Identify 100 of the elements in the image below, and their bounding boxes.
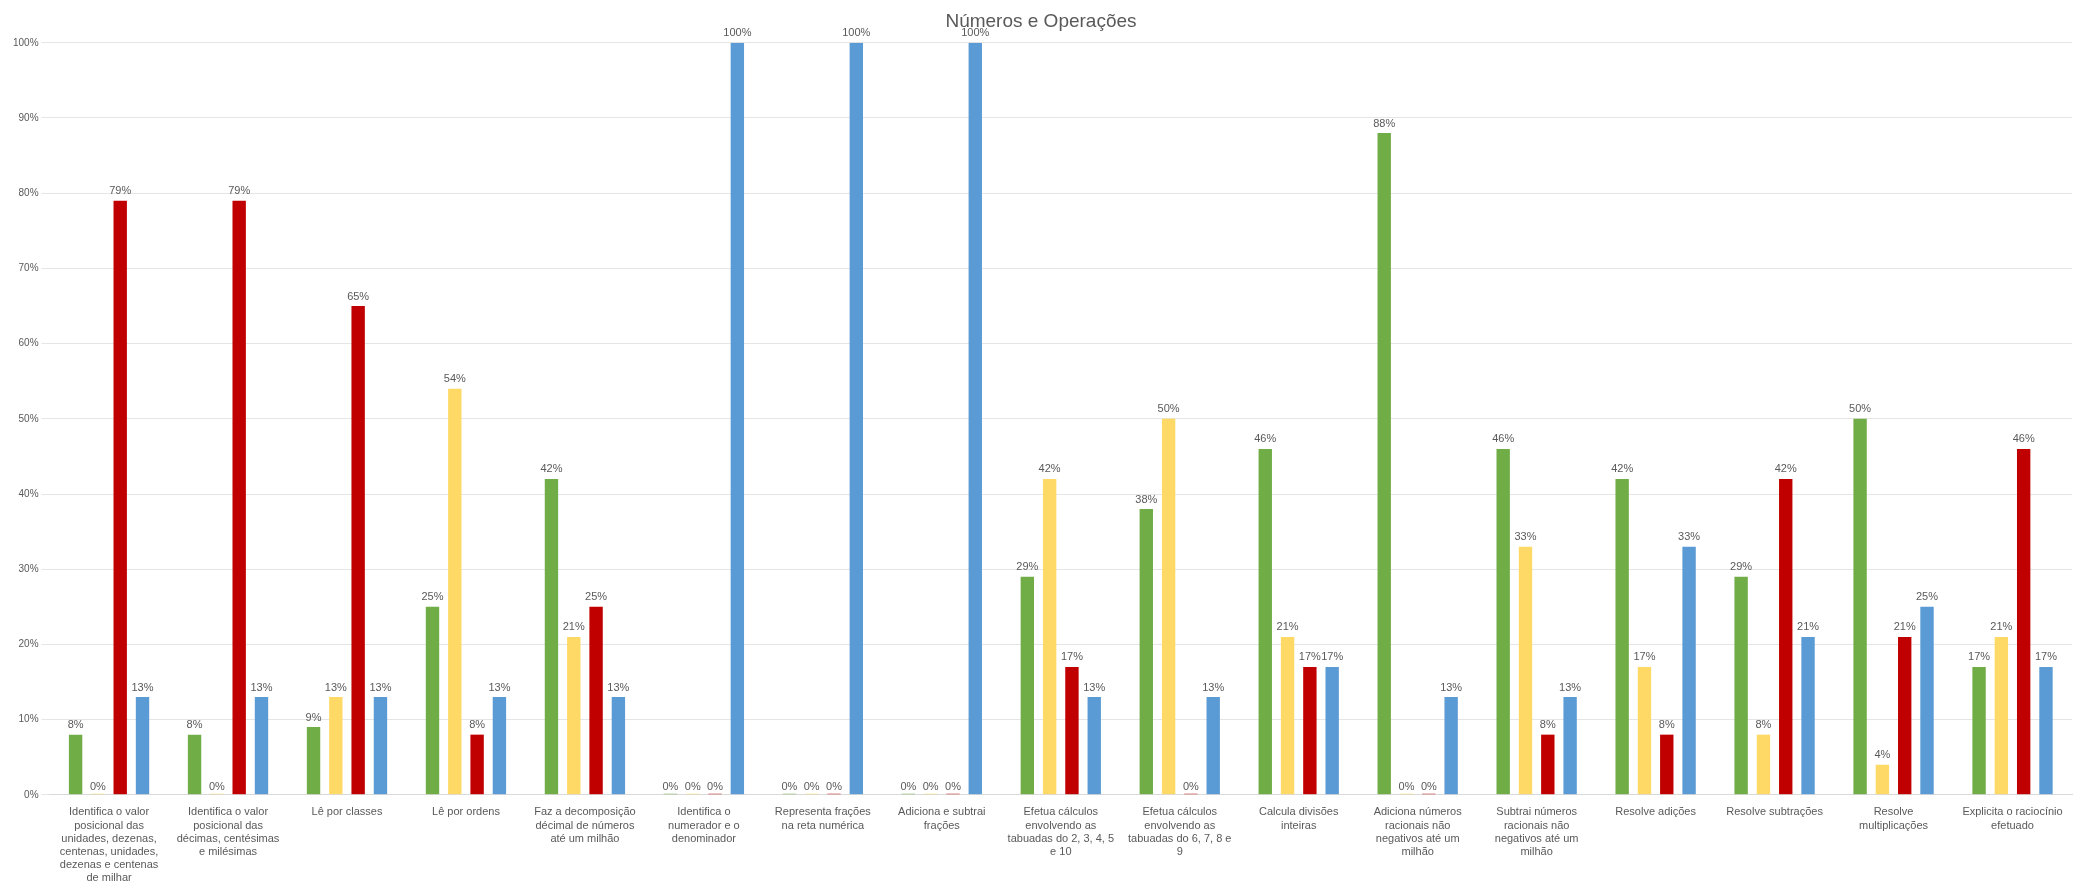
data-label: 13% bbox=[488, 680, 511, 693]
bar bbox=[1898, 636, 1912, 795]
bar bbox=[470, 734, 484, 795]
data-label: 13% bbox=[131, 680, 154, 693]
bar bbox=[544, 478, 559, 795]
bar bbox=[1020, 576, 1035, 795]
data-label: 0% bbox=[208, 780, 226, 793]
x-tick-label: Faz a decomposição décimal de números até um milhão bbox=[534, 805, 636, 844]
bar bbox=[567, 636, 581, 795]
bar bbox=[1042, 478, 1057, 795]
bar bbox=[1139, 509, 1153, 795]
x-tick-label: Resolve adições bbox=[1615, 805, 1697, 818]
x-tick-label: Identifica o numerador e o denominador bbox=[668, 805, 740, 844]
data-label: 50% bbox=[1849, 402, 1872, 415]
y-tick-label: 30% bbox=[18, 562, 39, 574]
x-tick-label: Resolve subtrações bbox=[1726, 805, 1824, 818]
bar bbox=[1682, 546, 1696, 795]
x-tick-label: Efetua cálculos envolvendo as tabuadas do 6, 7, 8 e 9 bbox=[1128, 805, 1232, 858]
data-label: 8% bbox=[1539, 718, 1556, 731]
bar bbox=[2016, 448, 2031, 795]
bar bbox=[187, 734, 202, 795]
bar bbox=[1972, 666, 1986, 795]
y-tick-label: 90% bbox=[18, 111, 39, 123]
bar bbox=[373, 697, 388, 795]
data-label: 13% bbox=[607, 680, 630, 693]
data-label: 0% bbox=[684, 780, 701, 793]
data-label: 21% bbox=[562, 620, 585, 633]
data-label: 0% bbox=[662, 780, 679, 793]
data-label: 17% bbox=[1321, 650, 1344, 663]
bar bbox=[448, 388, 462, 795]
data-label: 42% bbox=[1611, 462, 1634, 475]
bar bbox=[351, 306, 365, 795]
bar bbox=[306, 727, 321, 795]
bar bbox=[135, 697, 150, 795]
data-label: 46% bbox=[1254, 432, 1277, 445]
data-label: 79% bbox=[109, 184, 132, 197]
data-label: 21% bbox=[1276, 620, 1299, 633]
bar bbox=[1994, 636, 2009, 795]
data-label: 29% bbox=[1730, 560, 1753, 573]
bar bbox=[1563, 697, 1577, 795]
data-label: 13% bbox=[1559, 680, 1582, 693]
bar bbox=[1325, 666, 1339, 795]
bar bbox=[611, 697, 626, 795]
bar bbox=[1258, 448, 1272, 795]
y-tick-label: 50% bbox=[18, 412, 39, 424]
data-label: 50% bbox=[1157, 402, 1180, 415]
data-label: 13% bbox=[1202, 680, 1225, 693]
bar bbox=[1087, 697, 1101, 795]
data-label: 33% bbox=[1514, 530, 1537, 543]
data-label: 17% bbox=[1633, 650, 1656, 663]
bar bbox=[1496, 448, 1510, 795]
data-label: 0% bbox=[1420, 780, 1437, 793]
y-tick-label: 70% bbox=[18, 262, 39, 274]
x-tick-label: Adiciona números racionais não negativos até um milhão bbox=[1373, 805, 1463, 858]
data-label: 0% bbox=[922, 780, 939, 793]
bar bbox=[1518, 546, 1533, 795]
data-label: 17% bbox=[1298, 650, 1322, 663]
data-label: 25% bbox=[421, 590, 444, 603]
data-label: 0% bbox=[803, 780, 820, 793]
data-label: 0% bbox=[89, 780, 107, 793]
data-label: 79% bbox=[228, 184, 251, 197]
data-label: 8% bbox=[1755, 718, 1772, 731]
data-label: 21% bbox=[1797, 620, 1820, 633]
y-tick-label: 10% bbox=[18, 713, 39, 725]
bar bbox=[492, 697, 507, 795]
bar bbox=[1615, 478, 1629, 795]
data-label: 46% bbox=[2012, 432, 2035, 445]
bar bbox=[1303, 666, 1317, 795]
bar bbox=[1065, 666, 1079, 795]
bar bbox=[1637, 666, 1652, 795]
data-label: 38% bbox=[1135, 492, 1158, 505]
y-tick-label: 60% bbox=[18, 337, 39, 349]
y-tick-label: 80% bbox=[18, 186, 39, 198]
data-label: 42% bbox=[1774, 462, 1797, 475]
bar bbox=[1734, 576, 1748, 795]
data-label: 17% bbox=[1060, 650, 1084, 663]
x-tick-label: Identifica o valor posicional das unidades, dezenas, centenas, unidades, dezenas e centenas de milhar bbox=[59, 805, 159, 884]
bar bbox=[1444, 697, 1458, 795]
bar bbox=[1541, 734, 1555, 795]
bar bbox=[968, 42, 982, 795]
data-label: 13% bbox=[1083, 680, 1106, 693]
data-label: 0% bbox=[707, 780, 724, 793]
bar bbox=[730, 42, 745, 795]
x-tick-label: Explicita o raciocínio efetuado bbox=[1962, 805, 2063, 831]
data-label: 17% bbox=[2034, 650, 2058, 663]
data-label: 9% bbox=[305, 710, 322, 723]
data-label: 8% bbox=[67, 718, 84, 731]
data-label: 0% bbox=[945, 780, 962, 793]
data-label: 4% bbox=[1874, 748, 1891, 761]
x-tick-label: Calcula divisões inteiras bbox=[1258, 805, 1339, 831]
x-tick-label: Representa frações na reta numérica bbox=[774, 805, 872, 831]
data-label: 8% bbox=[1658, 718, 1675, 731]
data-label: 8% bbox=[469, 718, 486, 731]
bar bbox=[1779, 478, 1793, 795]
data-label: 13% bbox=[324, 680, 348, 693]
data-label: 0% bbox=[826, 780, 843, 793]
bar bbox=[589, 606, 603, 795]
bar bbox=[232, 200, 246, 795]
x-tick-label: Efetua cálculos envolvendo as tabuadas do 2, 3, 4, 5 e 10 bbox=[1007, 805, 1114, 858]
x-tick-label: Resolve multiplicações bbox=[1859, 805, 1929, 831]
